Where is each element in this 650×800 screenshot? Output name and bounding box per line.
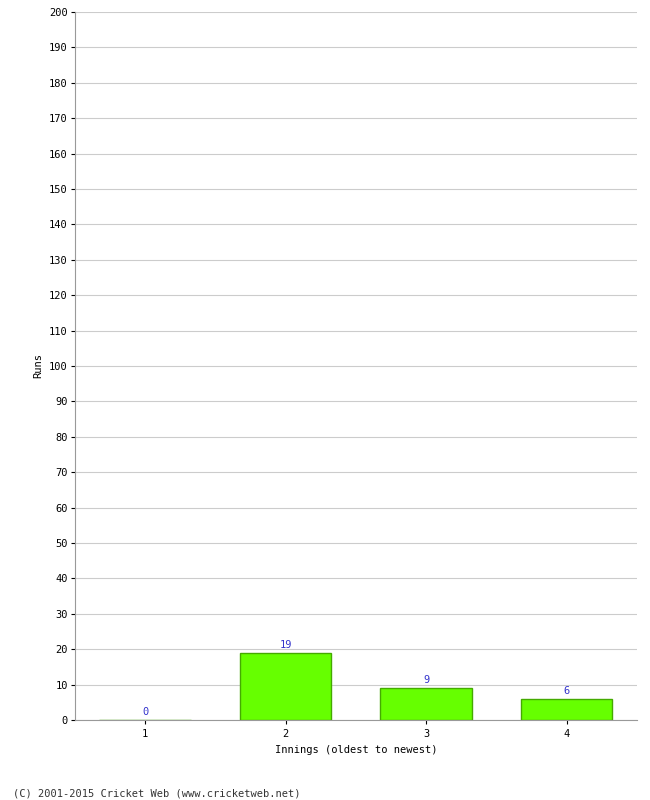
Text: 19: 19 bbox=[280, 640, 292, 650]
Text: 6: 6 bbox=[564, 686, 570, 696]
Bar bbox=[240, 653, 332, 720]
X-axis label: Innings (oldest to newest): Innings (oldest to newest) bbox=[274, 745, 437, 754]
Y-axis label: Runs: Runs bbox=[34, 354, 44, 378]
Text: 9: 9 bbox=[423, 675, 429, 686]
Bar bbox=[380, 688, 472, 720]
Text: (C) 2001-2015 Cricket Web (www.cricketweb.net): (C) 2001-2015 Cricket Web (www.cricketwe… bbox=[13, 788, 300, 798]
Bar bbox=[521, 698, 612, 720]
Text: 0: 0 bbox=[142, 707, 148, 717]
